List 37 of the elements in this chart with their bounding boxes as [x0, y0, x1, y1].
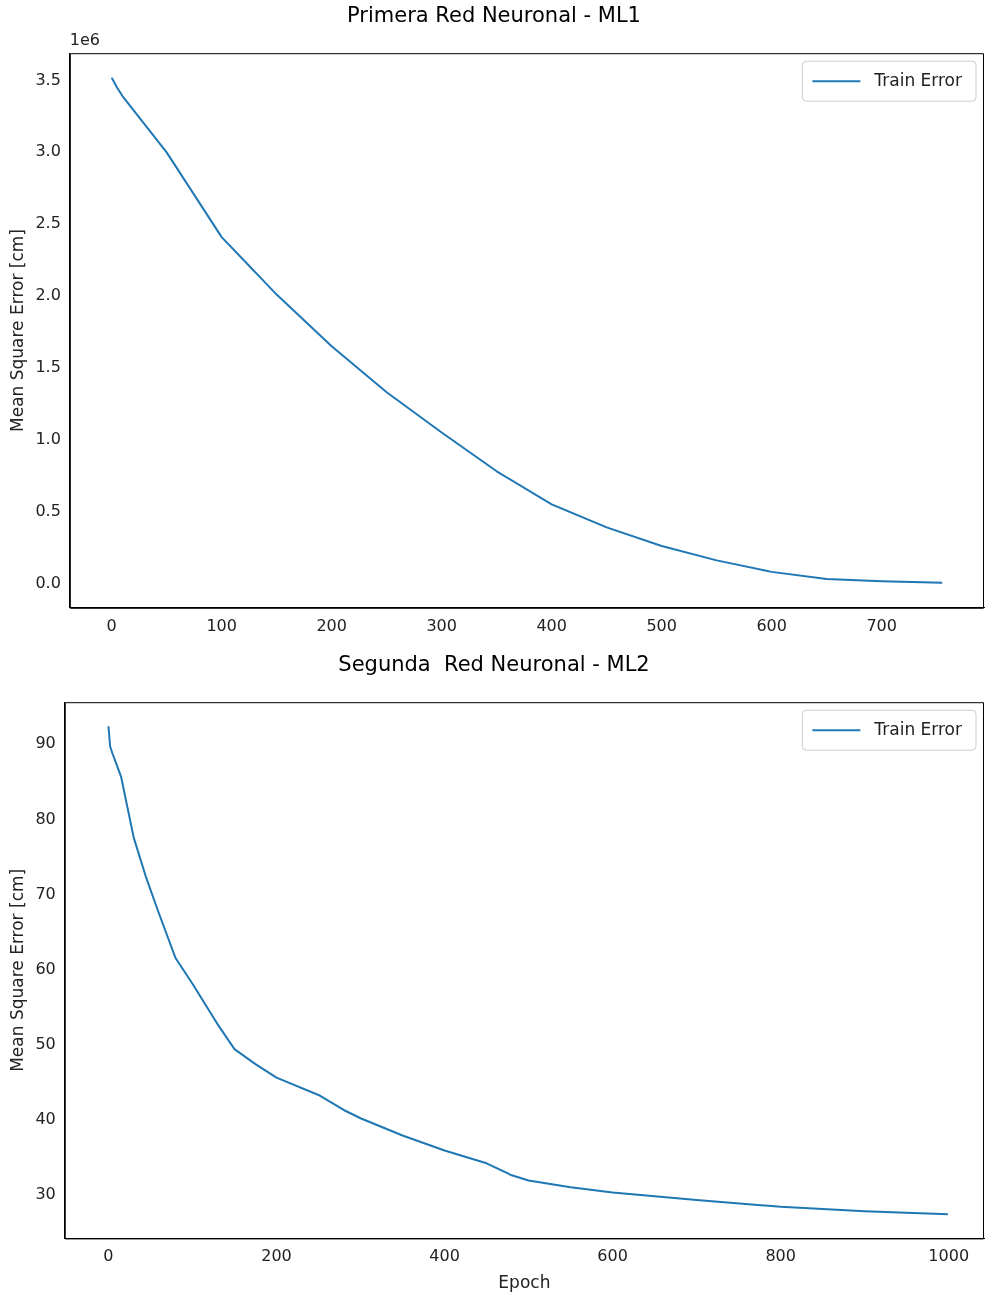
y-tick-label: 80: [35, 808, 56, 828]
x-tick-label: 0: [106, 615, 117, 635]
y-tick-label: 0.5: [35, 500, 61, 520]
x-tick-label: 1000: [928, 1246, 970, 1266]
x-tick-label: 400: [536, 615, 567, 635]
y-tick-label: 3.5: [35, 69, 61, 89]
y-axis-title: Mean Square Error [cm]: [6, 229, 27, 432]
x-tick-label: 500: [646, 615, 677, 635]
x-tick-label: 100: [206, 615, 237, 635]
y-tick-label: 3.0: [35, 141, 61, 161]
text: 1e6: [69, 30, 101, 50]
x-tick-label: 600: [597, 1246, 628, 1266]
y-tick-label: 0.0: [35, 572, 61, 592]
y-tick-label: 40: [35, 1108, 56, 1128]
y-axis-title: Mean Square Error [cm]: [6, 868, 27, 1072]
chart-title: Segunda Red Neuronal - ML2: [338, 652, 650, 677]
y-tick-label: 90: [35, 733, 56, 753]
y-tick-label: 2.5: [35, 213, 61, 233]
y-tick-label: 1.5: [35, 357, 61, 377]
y-tick-label: 2.0: [35, 285, 61, 305]
y-tick-label: 30: [35, 1184, 56, 1203]
y-tick-label: 70: [35, 883, 56, 903]
x-tick-label: 700: [866, 615, 897, 635]
y-tick-label: 60: [35, 958, 56, 978]
x-tick-label: 800: [765, 1246, 796, 1266]
x-tick-label: 600: [756, 615, 787, 635]
chart-title: Primera Red Neuronal - ML1: [347, 3, 641, 28]
y-tick-label: 1.0: [35, 428, 61, 448]
x-tick-label: 0: [103, 1246, 114, 1266]
x-axis-title: Epoch: [498, 1272, 551, 1293]
x-tick-label: 300: [426, 615, 457, 635]
y-tick-label: 50: [35, 1033, 56, 1053]
legend-label: Train Error: [873, 718, 963, 739]
legend-label: Train Error: [873, 69, 963, 90]
x-tick-label: 200: [261, 1246, 292, 1266]
x-tick-label: 400: [429, 1246, 460, 1266]
x-tick-label: 200: [316, 615, 347, 635]
